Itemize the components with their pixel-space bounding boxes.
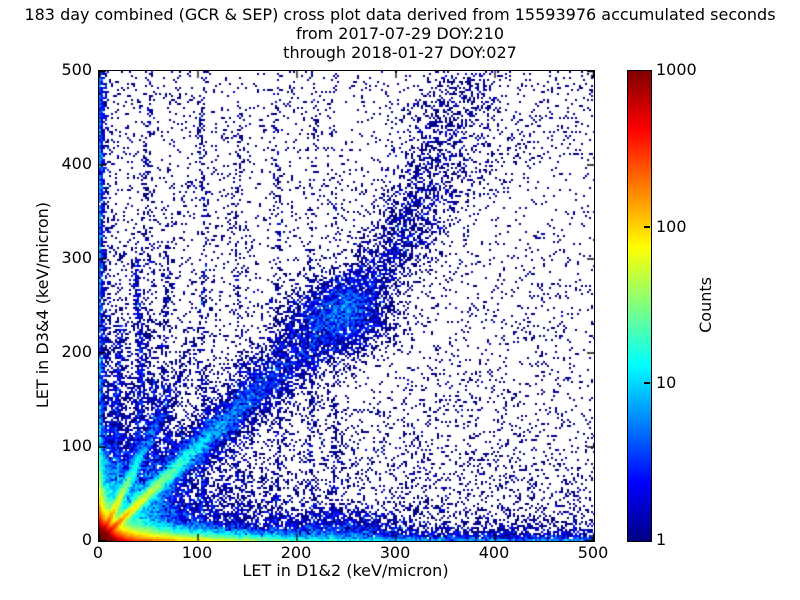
y-tick-label: 300: [61, 248, 92, 267]
colorbar: [627, 70, 652, 542]
colorbar-tick-label: 1: [656, 530, 667, 549]
x-axis-label: LET in D1&2 (keV/micron): [242, 561, 449, 580]
title-line-1: 183 day combined (GCR & SEP) cross plot …: [24, 5, 776, 24]
colorbar-tick-100: [644, 226, 650, 228]
scatter-plot-area: [98, 70, 595, 542]
x-tick-label: 500: [577, 543, 609, 562]
colorbar-tick-label: 100: [656, 217, 687, 236]
y-tick-label: 100: [61, 436, 92, 455]
colorbar-tick-10: [644, 382, 650, 384]
y-tick-label: 500: [61, 60, 92, 79]
y-tick-label: 0: [81, 530, 92, 549]
x-tick-label: 200: [280, 543, 312, 562]
colorbar-label: Counts: [695, 277, 715, 333]
title-line-2: from 2017-07-29 DOY:210: [295, 24, 504, 43]
x-tick-label: 300: [379, 543, 411, 562]
colorbar-tick-label: 10: [656, 373, 677, 392]
chart-title: 183 day combined (GCR & SEP) cross plot …: [0, 5, 800, 62]
colorbar-tick-label: 1000: [656, 60, 697, 79]
y-axis-label: LET in D3&4 (keV/micron): [32, 201, 52, 409]
y-tick-label: 200: [61, 342, 92, 361]
title-line-3: through 2018-01-27 DOY:027: [283, 43, 517, 62]
y-tick-label: 400: [61, 154, 92, 173]
x-tick-label: 400: [478, 543, 510, 562]
x-tick-label: 100: [181, 543, 213, 562]
x-tick-label: 0: [92, 543, 104, 562]
